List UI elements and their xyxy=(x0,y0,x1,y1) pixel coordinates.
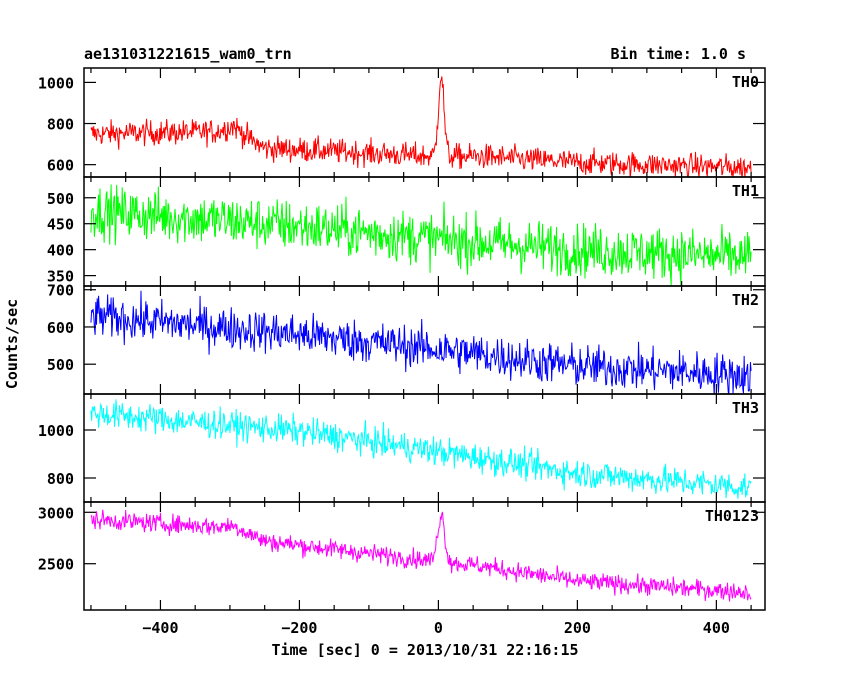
y-tick-label: 800 xyxy=(47,470,74,488)
y-tick-label: 400 xyxy=(47,242,74,260)
panel-th0123: TH0123 2500 3000 −400 −200 0 200 400 xyxy=(38,501,766,637)
panel-th3: TH3 800 1000 xyxy=(38,393,766,503)
series-line-th2 xyxy=(90,290,752,394)
y-axis-label: Counts/sec xyxy=(3,299,21,389)
bin-time-label: Bin time: 1.0 s xyxy=(611,45,746,63)
y-tick-label: 600 xyxy=(47,157,74,175)
panel-th2: TH2 500 600 700 xyxy=(47,282,766,395)
panel-frame xyxy=(83,285,766,395)
y-tick-label: 600 xyxy=(47,319,74,337)
panel-frame xyxy=(83,501,766,611)
y-tick-label: 700 xyxy=(47,282,74,300)
series-line-th0 xyxy=(90,76,752,177)
panel-label: TH0 xyxy=(732,73,759,91)
y-tick-label: 500 xyxy=(47,356,74,374)
y-tick-label: 800 xyxy=(47,116,74,134)
y-tick-label: 2500 xyxy=(38,556,74,574)
y-tick-label: 350 xyxy=(47,268,74,286)
y-tick-label: 1000 xyxy=(38,74,74,92)
series-line-th0123 xyxy=(90,509,752,602)
panel-th1: TH1 350 400 450 500 xyxy=(47,176,766,287)
panel-label: TH3 xyxy=(732,399,759,417)
panel-label: TH1 xyxy=(732,182,759,200)
panel-label: TH0123 xyxy=(705,507,759,525)
panel-th0: TH0 600 800 1000 xyxy=(38,67,766,178)
x-tick-label: 0 xyxy=(434,619,443,637)
x-tick-label: −200 xyxy=(281,619,317,637)
series-line-th3 xyxy=(90,399,752,499)
y-tick-label: 500 xyxy=(47,190,74,208)
y-tick-label: 1000 xyxy=(38,422,74,440)
x-axis-label: Time [sec] 0 = 2013/10/31 22:16:15 xyxy=(271,641,578,659)
x-tick-label: −400 xyxy=(142,619,178,637)
x-tick-label: 400 xyxy=(703,619,730,637)
y-tick-label: 3000 xyxy=(38,504,74,522)
panels-group: TH0 600 800 1000 TH1 350 400 450 500 TH2 500 600 700… xyxy=(38,67,766,637)
series-line-th1 xyxy=(90,184,752,286)
chart-title: ae131031221615_wam0_trn xyxy=(84,45,292,63)
x-tick-label: 200 xyxy=(564,619,591,637)
y-tick-label: 450 xyxy=(47,216,74,234)
panel-label: TH2 xyxy=(732,291,759,309)
